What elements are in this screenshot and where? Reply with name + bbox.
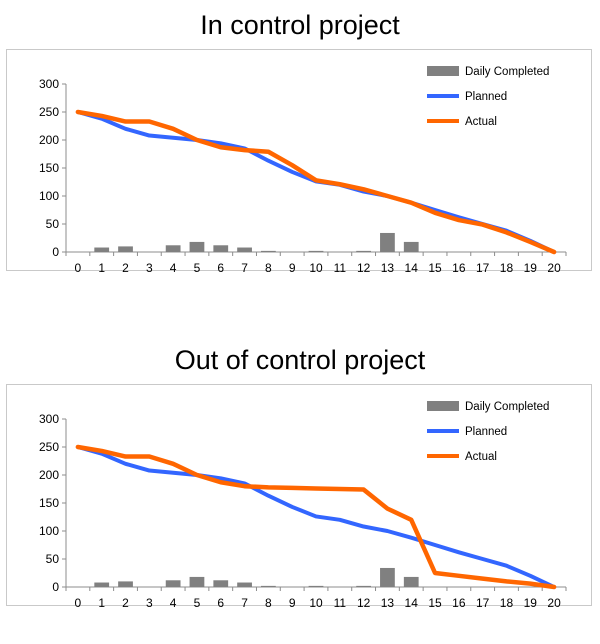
x-tick-label: 8 bbox=[265, 596, 272, 607]
y-tick-label: 0 bbox=[52, 245, 59, 259]
series-line-planned bbox=[75, 445, 557, 589]
x-tick-label: 3 bbox=[146, 261, 153, 272]
x-tick-label: 2 bbox=[122, 261, 129, 272]
x-tick-label: 17 bbox=[476, 261, 490, 272]
y-tick-label: 250 bbox=[39, 105, 59, 119]
x-tick-label: 9 bbox=[289, 596, 296, 607]
x-tick-label: 1 bbox=[98, 596, 105, 607]
x-tick-label: 13 bbox=[381, 596, 395, 607]
bar bbox=[403, 241, 419, 252]
x-tick-label: 5 bbox=[194, 261, 201, 272]
y-tick-label: 250 bbox=[39, 440, 59, 454]
bar bbox=[356, 250, 371, 252]
x-tick-label: 18 bbox=[500, 596, 514, 607]
x-tick-label: 14 bbox=[405, 596, 419, 607]
x-tick-label: 8 bbox=[265, 261, 272, 272]
x-tick-label: 15 bbox=[428, 596, 442, 607]
x-tick-label: 7 bbox=[241, 596, 248, 607]
legend-label: Daily Completed bbox=[465, 401, 549, 413]
bar bbox=[308, 585, 324, 587]
x-tick-label: 16 bbox=[452, 261, 466, 272]
bar bbox=[189, 241, 205, 252]
bar bbox=[213, 580, 229, 587]
x-tick-label: 20 bbox=[547, 596, 561, 607]
x-tick-label: 4 bbox=[170, 261, 177, 272]
x-tick-label: 20 bbox=[547, 261, 561, 272]
x-tick-label: 2 bbox=[122, 596, 129, 607]
y-tick-label: 0 bbox=[52, 580, 59, 594]
legend-label: Actual bbox=[465, 451, 497, 463]
y-tick-label: 100 bbox=[39, 189, 59, 203]
bar bbox=[403, 576, 419, 587]
bar bbox=[237, 582, 252, 587]
x-tick-label: 19 bbox=[524, 261, 538, 272]
x-tick-label: 1 bbox=[98, 261, 105, 272]
bar bbox=[94, 582, 110, 587]
bar bbox=[118, 246, 133, 252]
x-tick-label: 6 bbox=[217, 261, 224, 272]
x-tick-label: 11 bbox=[334, 261, 347, 272]
x-tick-label: 12 bbox=[357, 261, 371, 272]
y-tick-label: 50 bbox=[46, 552, 60, 566]
y-tick-label: 200 bbox=[39, 133, 59, 147]
chart-panel-out-of-control: 0 50 100 150 200 250 300 0 1 2 3 4 5 6 7 8 9 10 11 12 13 14 15… bbox=[6, 384, 592, 607]
chart-title: Out of control project bbox=[174, 345, 426, 375]
bar bbox=[308, 250, 324, 252]
chart-title: In control project bbox=[200, 10, 400, 40]
bar bbox=[118, 581, 133, 587]
bar bbox=[261, 250, 276, 252]
x-tick-label: 17 bbox=[476, 596, 490, 607]
bar bbox=[165, 580, 181, 587]
x-tick-label: 12 bbox=[357, 596, 371, 607]
x-tick-label: 6 bbox=[217, 596, 224, 607]
x-tick-label: 19 bbox=[524, 596, 538, 607]
x-tick-label: 13 bbox=[381, 261, 395, 272]
x-tick-label: 0 bbox=[75, 596, 82, 607]
x-tick-label: 9 bbox=[289, 261, 296, 272]
x-tick-label: 0 bbox=[75, 261, 82, 272]
legend-label: Daily Completed bbox=[465, 66, 549, 78]
x-tick-label: 14 bbox=[405, 261, 419, 272]
chart-panel-in-control: 0 50 100 150 200 250 300 0 1 2 3 4 5 6 7 8 9 10 11 12 13 14 15… bbox=[6, 49, 592, 272]
x-tick-label: 3 bbox=[146, 596, 153, 607]
legend-swatch bbox=[427, 401, 459, 411]
bar bbox=[356, 585, 371, 587]
legend-label: Planned bbox=[465, 91, 507, 103]
bar bbox=[380, 567, 395, 587]
legend-swatch bbox=[427, 66, 459, 76]
y-tick-label: 200 bbox=[39, 468, 59, 482]
x-tick-label: 7 bbox=[241, 261, 248, 272]
bar bbox=[213, 245, 229, 252]
x-tick-label: 5 bbox=[194, 596, 201, 607]
bar bbox=[165, 245, 181, 252]
bar bbox=[189, 576, 205, 587]
bar bbox=[94, 247, 110, 252]
bar bbox=[237, 247, 252, 252]
y-tick-label: 300 bbox=[39, 412, 59, 426]
x-tick-label: 16 bbox=[452, 596, 466, 607]
bar bbox=[261, 585, 276, 587]
x-tick-label: 18 bbox=[500, 261, 514, 272]
y-tick-label: 300 bbox=[39, 77, 59, 91]
y-tick-label: 100 bbox=[39, 524, 59, 538]
x-tick-label: 10 bbox=[309, 596, 323, 607]
series-line-actual bbox=[75, 444, 557, 590]
x-tick-label: 11 bbox=[334, 596, 347, 607]
x-tick-label: 10 bbox=[309, 261, 323, 272]
legend-label: Planned bbox=[465, 426, 507, 438]
series-line-actual bbox=[75, 109, 557, 255]
bar bbox=[380, 232, 395, 252]
x-tick-label: 15 bbox=[428, 261, 442, 272]
y-tick-label: 150 bbox=[39, 496, 59, 510]
x-tick-label: 4 bbox=[170, 596, 177, 607]
y-tick-label: 150 bbox=[39, 161, 59, 175]
y-tick-label: 50 bbox=[46, 217, 60, 231]
legend-label: Actual bbox=[465, 116, 497, 128]
